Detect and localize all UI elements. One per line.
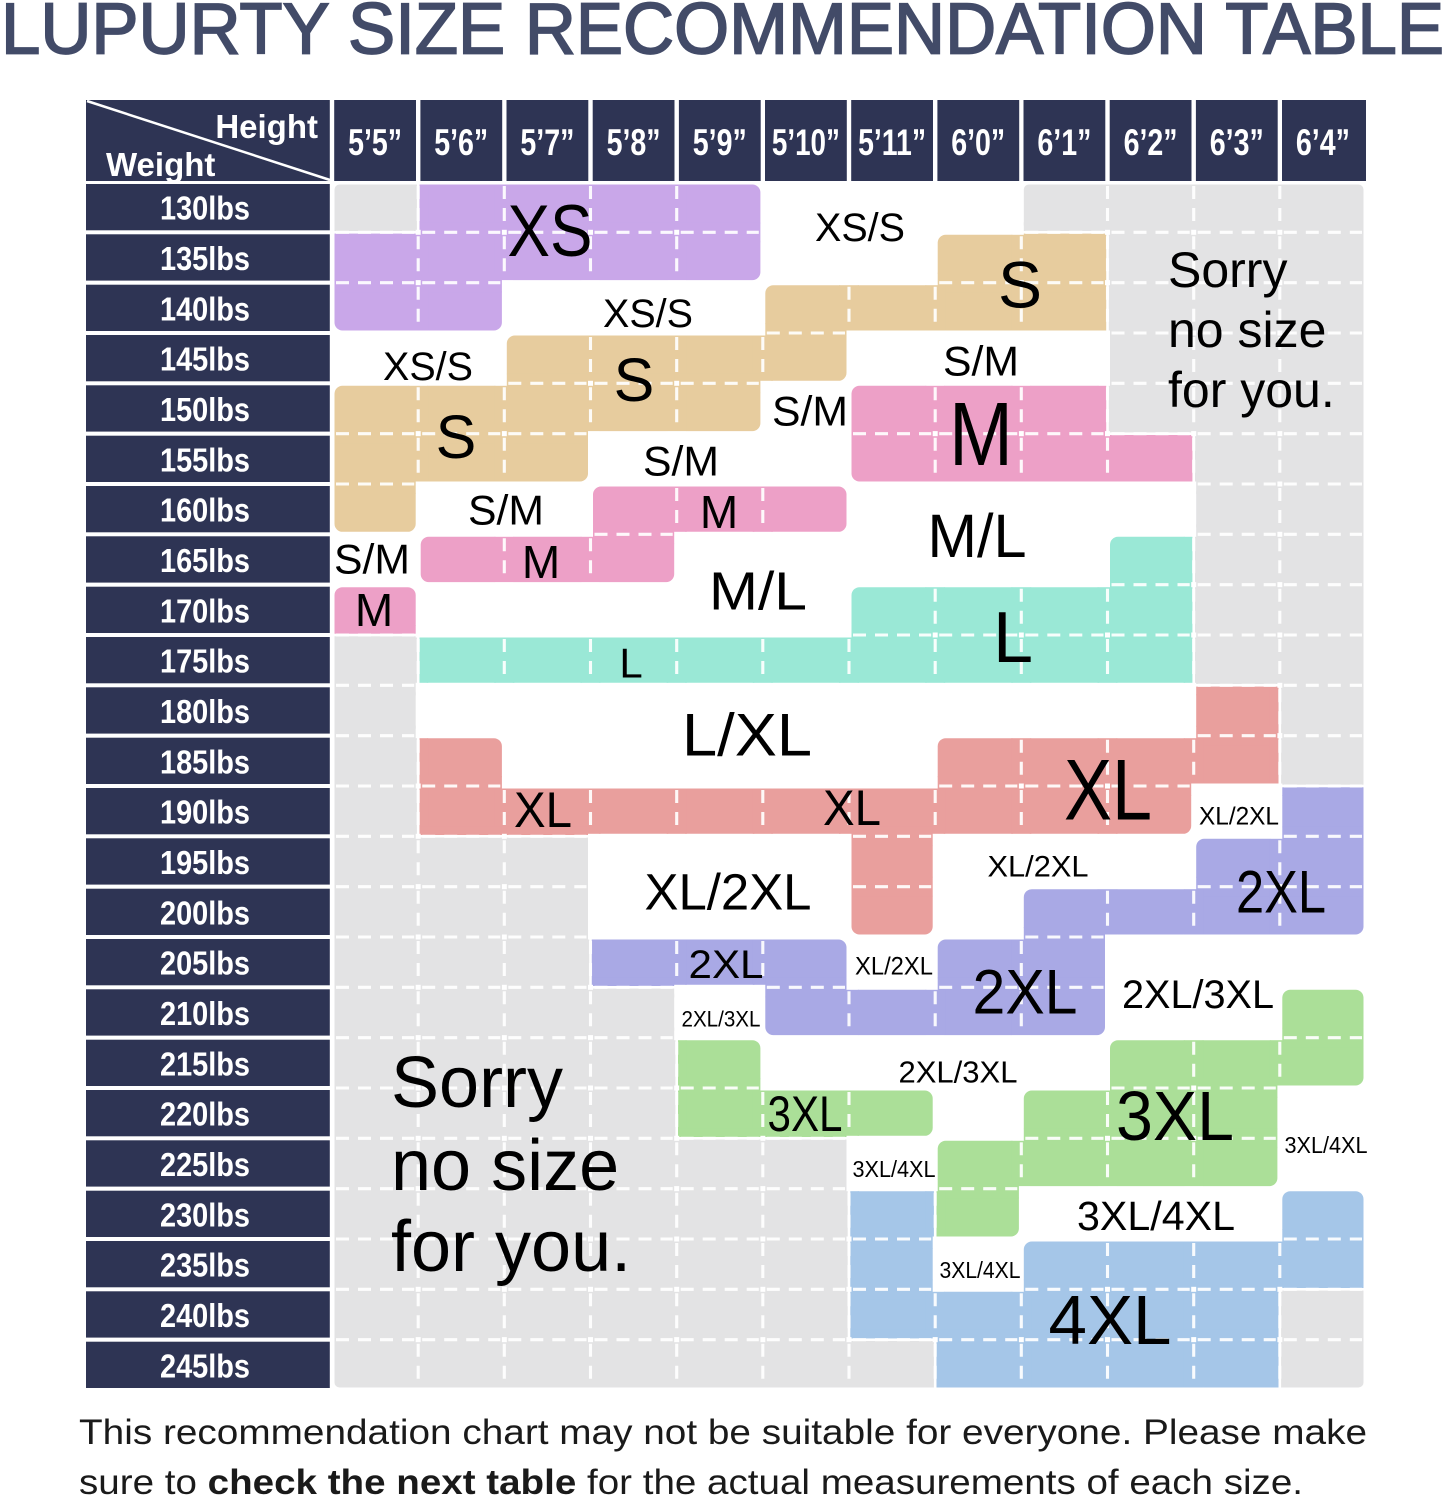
svg-text:Sorry: Sorry <box>1168 242 1287 298</box>
svg-text:5’9”: 5’9” <box>693 122 747 163</box>
svg-text:XS: XS <box>508 191 593 272</box>
svg-text:2XL: 2XL <box>689 943 764 987</box>
svg-text:2XL/3XL: 2XL/3XL <box>1122 973 1274 1017</box>
svg-text:4XL: 4XL <box>1049 1281 1172 1359</box>
svg-text:M: M <box>700 486 738 538</box>
svg-text:5’8”: 5’8” <box>607 122 661 163</box>
svg-text:150lbs: 150lbs <box>160 391 250 428</box>
svg-text:245lbs: 245lbs <box>160 1347 250 1384</box>
svg-text:L: L <box>993 598 1033 678</box>
svg-text:3XL/4XL: 3XL/4XL <box>940 1257 1021 1283</box>
svg-text:LUPURTY SIZE RECOMMENDATION TA: LUPURTY SIZE RECOMMENDATION TABLE <box>1 0 1444 70</box>
svg-text:M: M <box>949 385 1013 485</box>
svg-text:M/L: M/L <box>709 562 807 622</box>
svg-text:S/M: S/M <box>643 437 719 484</box>
svg-text:145lbs: 145lbs <box>160 341 250 378</box>
svg-text:155lbs: 155lbs <box>160 441 250 478</box>
svg-text:for you.: for you. <box>391 1207 631 1287</box>
svg-text:5’7”: 5’7” <box>520 122 574 163</box>
svg-text:3XL: 3XL <box>1116 1077 1234 1155</box>
svg-text:170lbs: 170lbs <box>160 592 250 629</box>
svg-text:2XL: 2XL <box>973 958 1078 1028</box>
svg-text:6’4”: 6’4” <box>1296 122 1350 163</box>
svg-text:6’1”: 6’1” <box>1037 122 1091 163</box>
svg-text:5’6”: 5’6” <box>434 122 488 163</box>
svg-text:5’10”: 5’10” <box>772 122 840 163</box>
svg-text:220lbs: 220lbs <box>160 1096 250 1133</box>
svg-text:190lbs: 190lbs <box>160 794 250 831</box>
svg-text:3XL: 3XL <box>768 1086 843 1142</box>
svg-text:215lbs: 215lbs <box>160 1045 250 1082</box>
svg-text:200lbs: 200lbs <box>160 894 250 931</box>
svg-text:S/M: S/M <box>468 486 544 533</box>
svg-text:XL: XL <box>1064 743 1152 839</box>
svg-text:175lbs: 175lbs <box>160 643 250 680</box>
svg-text:S/M: S/M <box>943 337 1019 384</box>
svg-text:135lbs: 135lbs <box>160 240 250 277</box>
svg-text:5’5”: 5’5” <box>348 122 402 163</box>
svg-text:195lbs: 195lbs <box>160 844 250 881</box>
svg-text:180lbs: 180lbs <box>160 693 250 730</box>
svg-text:M: M <box>522 536 560 588</box>
svg-text:6’2”: 6’2” <box>1124 122 1178 163</box>
svg-text:XL/2XL: XL/2XL <box>855 953 933 981</box>
svg-text:L: L <box>619 639 642 686</box>
svg-text:XS/S: XS/S <box>815 206 905 250</box>
svg-text:This recommendation chart may: This recommendation chart may not be sui… <box>79 1413 1367 1452</box>
svg-text:160lbs: 160lbs <box>160 492 250 529</box>
svg-text:XL/2XL: XL/2XL <box>645 864 812 921</box>
svg-text:210lbs: 210lbs <box>160 995 250 1032</box>
svg-text:225lbs: 225lbs <box>160 1146 250 1183</box>
svg-text:Height: Height <box>215 108 318 145</box>
svg-text:S: S <box>614 346 655 414</box>
svg-text:205lbs: 205lbs <box>160 945 250 982</box>
svg-text:235lbs: 235lbs <box>160 1247 250 1284</box>
svg-text:M/L: M/L <box>928 502 1027 570</box>
svg-text:Sorry: Sorry <box>391 1043 563 1123</box>
svg-text:3XL/4XL: 3XL/4XL <box>1077 1193 1235 1239</box>
svg-text:S/M: S/M <box>334 535 410 582</box>
svg-text:no size: no size <box>1168 302 1326 358</box>
svg-text:2XL/3XL: 2XL/3XL <box>899 1055 1018 1090</box>
svg-text:230lbs: 230lbs <box>160 1196 250 1233</box>
svg-text:XL/2XL: XL/2XL <box>1199 803 1279 831</box>
svg-text:XL: XL <box>514 782 572 838</box>
svg-text:2XL/3XL: 2XL/3XL <box>682 1007 761 1032</box>
svg-text:S: S <box>998 248 1042 322</box>
svg-text:XS/S: XS/S <box>383 345 473 389</box>
svg-text:165lbs: 165lbs <box>160 542 250 579</box>
svg-text:S: S <box>436 403 477 471</box>
svg-text:S/M: S/M <box>772 387 848 434</box>
svg-text:M: M <box>355 584 393 636</box>
svg-text:6’0”: 6’0” <box>951 122 1005 163</box>
svg-text:6’3”: 6’3” <box>1210 122 1264 163</box>
svg-text:XL: XL <box>823 780 881 836</box>
svg-text:3XL/4XL: 3XL/4XL <box>853 1156 936 1182</box>
svg-text:130lbs: 130lbs <box>160 190 250 227</box>
svg-text:no size: no size <box>391 1126 619 1206</box>
svg-text:140lbs: 140lbs <box>160 290 250 327</box>
svg-text:sure to check the next table f: sure to check the next table for the act… <box>79 1463 1303 1500</box>
svg-text:L/XL: L/XL <box>682 702 812 769</box>
svg-text:XS/S: XS/S <box>603 292 693 336</box>
svg-text:3XL/4XL: 3XL/4XL <box>1285 1132 1368 1158</box>
svg-text:185lbs: 185lbs <box>160 743 250 780</box>
svg-text:Weight: Weight <box>106 146 215 183</box>
svg-text:XL/2XL: XL/2XL <box>988 850 1089 883</box>
svg-text:2XL: 2XL <box>1236 859 1326 926</box>
svg-text:5’11”: 5’11” <box>858 122 926 163</box>
svg-text:240lbs: 240lbs <box>160 1297 250 1334</box>
svg-text:for you.: for you. <box>1168 362 1335 418</box>
